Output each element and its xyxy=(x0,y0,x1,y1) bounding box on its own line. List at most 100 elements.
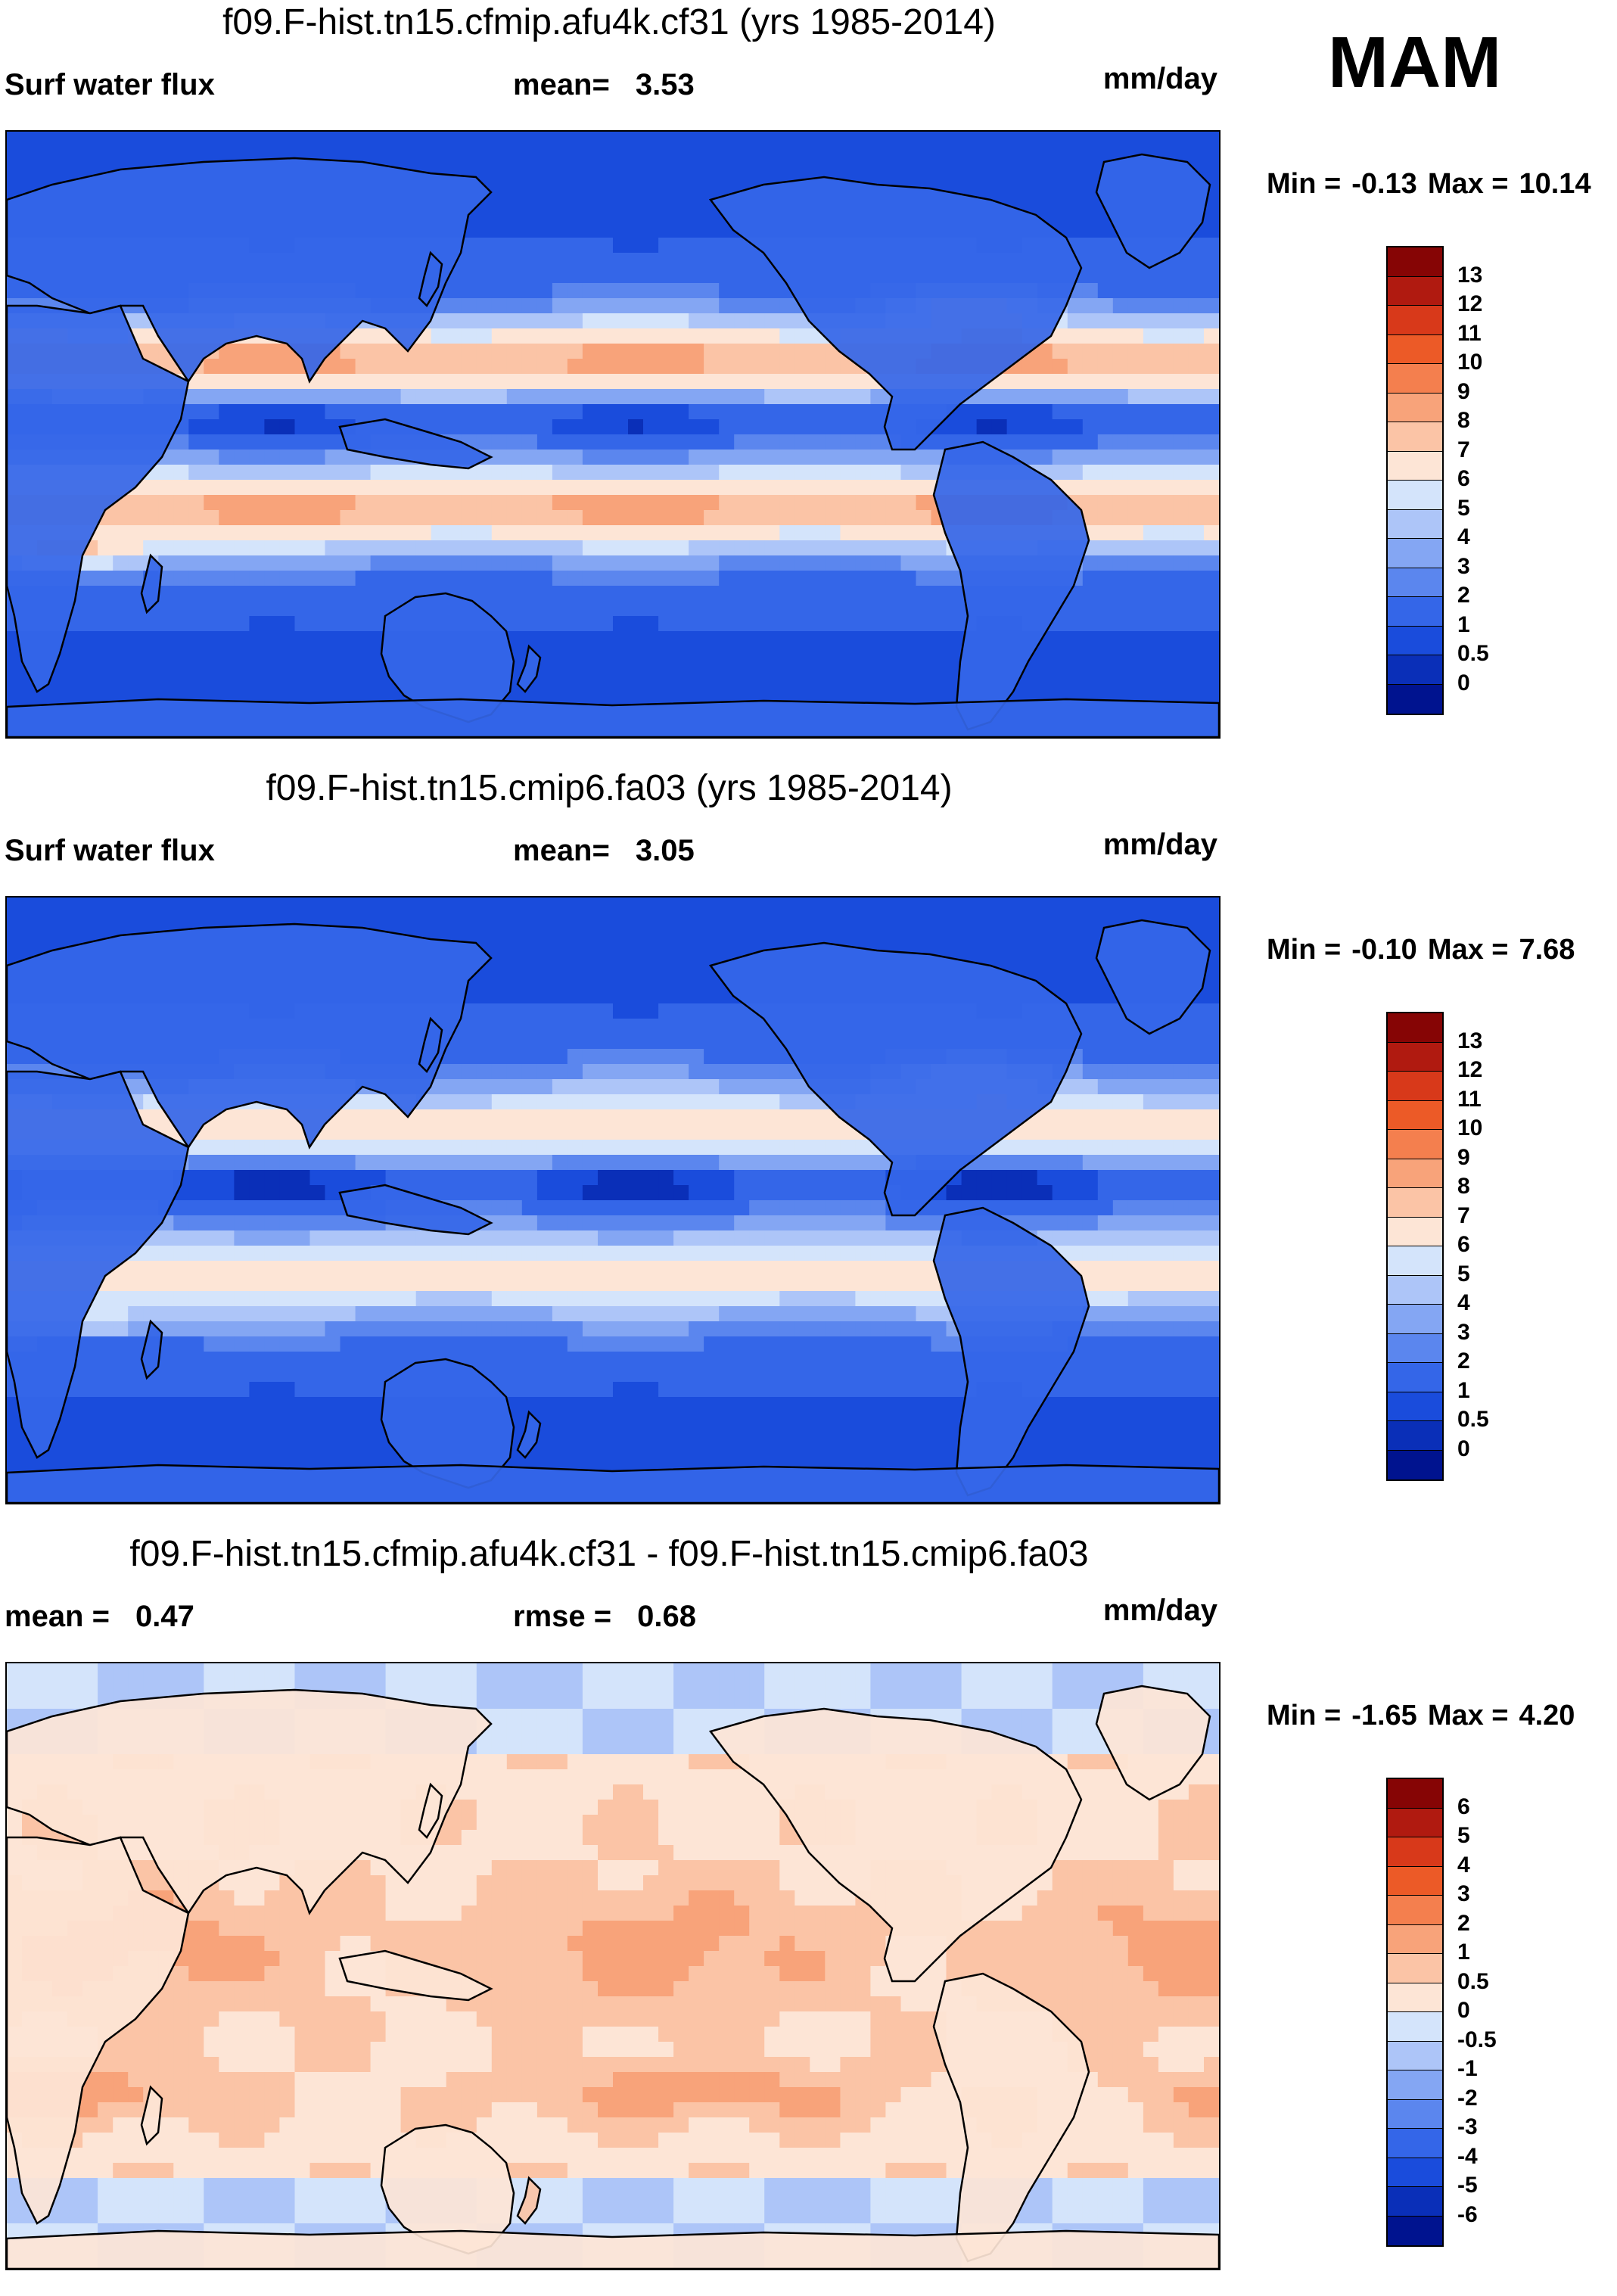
contour-cell xyxy=(598,1019,614,1034)
contour-cell xyxy=(1068,1170,1084,1186)
contour-cell xyxy=(401,898,417,913)
contour-cell xyxy=(341,465,356,481)
contour-cell xyxy=(431,344,447,359)
contour-cell xyxy=(855,510,871,526)
contour-cell xyxy=(992,177,1008,193)
contour-cell xyxy=(628,571,644,586)
contour-cell xyxy=(916,677,932,692)
colorbar-box xyxy=(1388,422,1442,452)
contour-cell xyxy=(446,374,462,390)
contour-cell xyxy=(583,1140,599,1156)
contour-cell xyxy=(113,571,129,586)
contour-cell xyxy=(643,913,659,929)
contour-cell xyxy=(825,1125,841,1140)
contour-cell xyxy=(356,510,372,526)
contour-cell xyxy=(1204,1185,1219,1201)
contour-cell xyxy=(1022,404,1038,420)
contour-cell xyxy=(628,913,644,929)
contour-cell xyxy=(341,450,356,465)
contour-cell xyxy=(325,1200,341,1216)
contour-cell xyxy=(1037,177,1053,193)
contour-cell xyxy=(719,928,735,944)
contour-cell xyxy=(1128,555,1144,571)
contour-cell xyxy=(67,661,83,677)
contour-cell xyxy=(825,1185,841,1201)
contour-cell xyxy=(1098,495,1114,511)
contour-cell xyxy=(855,374,871,390)
contour-cell xyxy=(749,677,765,692)
contour-cell xyxy=(356,913,372,929)
contour-cell xyxy=(310,631,326,647)
contour-cell xyxy=(128,616,144,632)
contour-cell xyxy=(598,1140,614,1156)
contour-cell xyxy=(916,631,932,647)
contour-cell xyxy=(173,601,189,617)
contour-cell xyxy=(901,601,917,617)
contour-cell xyxy=(643,298,659,314)
contour-cell xyxy=(310,495,326,511)
contour-cell xyxy=(1204,1064,1219,1080)
contour-cell xyxy=(446,571,462,586)
contour-cell xyxy=(295,1215,311,1231)
contour-cell xyxy=(264,616,280,632)
contour-cell xyxy=(1158,601,1174,617)
contour-cell xyxy=(1158,631,1174,647)
contour-cell xyxy=(325,389,341,405)
contour-cell xyxy=(537,177,553,193)
contour-cell xyxy=(1037,958,1053,974)
contour-cell xyxy=(931,540,947,556)
contour-cell xyxy=(795,1185,810,1201)
contour-cell xyxy=(764,661,780,677)
contour-cell xyxy=(356,147,372,163)
contour-cell xyxy=(1083,374,1099,390)
contour-cell xyxy=(628,661,644,677)
contour-cell xyxy=(522,1200,538,1216)
contour-cell xyxy=(764,434,780,450)
contour-cell xyxy=(249,359,265,375)
contour-cell xyxy=(734,495,750,511)
contour-cell xyxy=(1022,192,1038,208)
contour-cell xyxy=(628,601,644,617)
contour-cell xyxy=(734,601,750,617)
contour-cell xyxy=(173,1200,189,1216)
contour-cell xyxy=(779,928,795,944)
contour-cell xyxy=(234,1140,250,1156)
contour-cell xyxy=(386,480,402,496)
contour-cell xyxy=(1022,943,1038,959)
contour-cell xyxy=(779,374,795,390)
contour-cell xyxy=(1037,359,1053,375)
contour-cell xyxy=(279,1155,295,1171)
contour-cell xyxy=(537,1034,553,1050)
contour-cell xyxy=(598,132,614,148)
contour-cell xyxy=(537,419,553,435)
contour-cell xyxy=(1037,389,1053,405)
contour-cell xyxy=(295,389,311,405)
contour-cell xyxy=(1204,238,1219,254)
contour-cell xyxy=(234,1185,250,1201)
contour-cell xyxy=(1068,434,1084,450)
contour-cell xyxy=(583,1155,599,1171)
contour-cell xyxy=(401,525,417,541)
contour-cell xyxy=(931,913,947,929)
min-label: Min = xyxy=(1267,168,1341,200)
contour-cell xyxy=(962,419,978,435)
contour-cell xyxy=(431,359,447,375)
contour-cell xyxy=(734,646,750,662)
contour-cell xyxy=(249,132,265,148)
contour-cell xyxy=(310,434,326,450)
contour-cell xyxy=(673,147,689,163)
contour-cell xyxy=(1083,1140,1099,1156)
contour-cell xyxy=(1158,1079,1174,1095)
contour-cell xyxy=(279,389,295,405)
contour-cell xyxy=(795,898,810,913)
contour-cell xyxy=(1204,268,1219,284)
contour-cell xyxy=(356,525,372,541)
contour-cell xyxy=(1204,450,1219,465)
contour-cell xyxy=(492,943,508,959)
contour-cell xyxy=(568,646,583,662)
contour-cell xyxy=(431,1125,447,1140)
contour-cell xyxy=(658,1064,674,1080)
contour-cell xyxy=(537,253,553,269)
contour-cell xyxy=(431,328,447,344)
contour-cell xyxy=(492,238,508,254)
